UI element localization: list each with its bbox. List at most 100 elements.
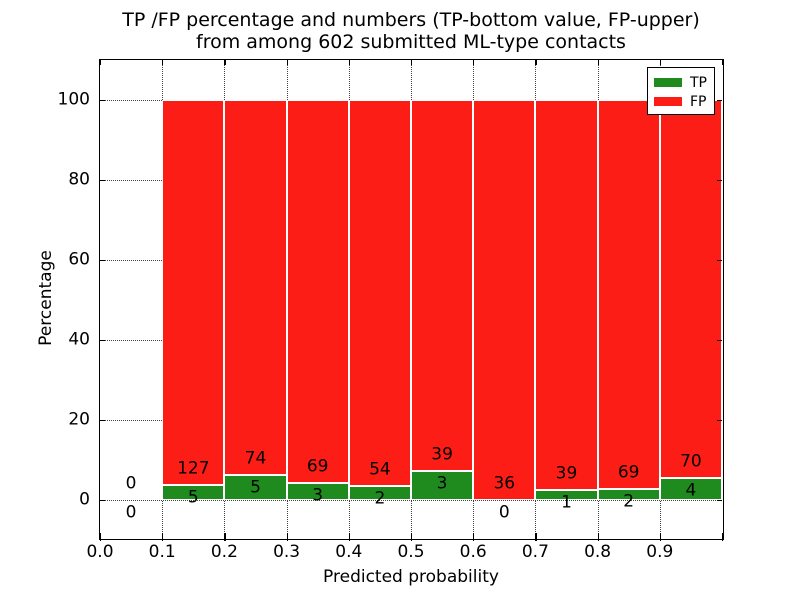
fp-count-label: 69 [306,456,329,477]
y-tick-label: 60 [68,249,90,270]
y-tick-left [100,260,105,262]
fp-bar-segment [411,100,474,472]
legend-label-fp: FP [690,93,707,110]
tp-bar-segment [597,488,660,500]
y-tick-label: 20 [68,409,90,430]
x-tick-bottom [535,533,537,541]
tp-count-label: 0 [498,502,510,523]
y-tick-left [100,180,105,182]
x-tick-bottom [722,533,724,541]
fp-bar-segment [535,100,598,490]
x-tick-bottom [162,533,164,541]
x-tick-bottom [286,533,288,541]
fp-count-label: 39 [555,463,578,484]
tp-count-label: 0 [125,502,137,523]
legend-item-fp: FP [654,92,714,111]
fp-count-label: 39 [431,444,453,465]
tp-bar-segment [348,485,411,500]
tp-count-label: 5 [187,487,199,508]
x-tick-bottom [597,533,599,541]
x-tick-top [411,60,413,65]
legend: TP FP [647,67,715,115]
tp-bar-segment [411,471,474,500]
tp-bar-segment [224,474,287,500]
tp-color-swatch [654,78,682,87]
y-tick-left [100,500,105,502]
y-tick-left [100,420,105,422]
fp-bar-segment [597,100,660,489]
x-tick-top [286,60,288,65]
y-tick-label: 40 [68,329,90,350]
fp-count-label: 127 [177,458,210,479]
fp-bar-segment [348,100,411,486]
tp-count-label: 2 [374,488,386,509]
legend-label-tp: TP [690,74,707,91]
chart-title-line1: TP /FP percentage and numbers (TP-bottom… [122,9,700,31]
legend-item-tp: TP [654,73,714,92]
fp-count-label: 0 [125,473,137,494]
x-tick-bottom [348,533,351,541]
x-tick-label: 0.0 [86,542,114,562]
x-tick-label: 0.7 [521,542,549,562]
y-tick-right [717,340,722,342]
x-tick-label: 0.6 [459,542,487,562]
tp-count-label: 3 [436,473,448,494]
x-tick-top [348,60,351,65]
x-tick-top [722,60,724,65]
fp-bar-segment [659,100,722,479]
tp-count-label: 4 [685,480,697,501]
tp-bar-segment [535,490,598,500]
x-tick-bottom [224,533,226,541]
fp-bar-segment [162,100,225,485]
x-tick-label: 0.2 [210,542,238,562]
x-tick-label: 0.1 [148,542,176,562]
y-tick-right [717,180,722,182]
x-tick-top [224,60,226,65]
x-tick-top [659,60,662,65]
y-tick-left [100,100,105,102]
x-tick-label: 0.9 [646,542,674,562]
tp-bar-segment [162,484,225,500]
fp-count-label: 54 [369,459,391,480]
x-tick-top [162,60,164,65]
fp-bar-segment [473,100,536,500]
x-tick-bottom [411,533,413,541]
y-tick-right [717,100,722,102]
x-tick-top [597,60,599,65]
tp-count-label: 1 [561,492,572,513]
tp-count-label: 2 [623,491,635,512]
fp-count-label: 74 [244,448,267,469]
tp-count-label: 3 [312,485,324,506]
x-tick-bottom [100,533,102,541]
tp-count-label: 5 [250,477,261,498]
x-tick-top [535,60,537,65]
y-axis-label: Percentage [36,250,56,346]
fp-count-label: 36 [493,473,516,494]
y-tick-right [717,500,722,502]
x-tick-label: 0.8 [584,542,612,562]
y-tick-label: 100 [57,89,90,110]
y-tick-left [100,340,105,342]
tp-bar-segment [659,478,722,500]
y-tick-label: 0 [79,489,90,510]
x-tick-bottom [659,533,662,541]
x-tick-label: 0.3 [273,542,301,562]
x-tick-bottom [473,533,475,541]
x-tick-label: 0.4 [335,542,363,562]
chart-title: TP /FP percentage and numbers (TP-bottom… [100,9,722,53]
x-tick-top [100,60,102,65]
x-tick-label: 0.5 [397,542,425,562]
y-tick-label: 80 [68,169,90,190]
x-axis-label: Predicted probability [323,567,499,587]
y-tick-right [717,420,722,422]
fp-bar-segment [224,100,287,475]
fp-bar-segment [286,100,349,484]
tp-bar-segment [286,483,349,500]
x-tick-top [473,60,475,65]
fp-count-label: 70 [680,451,702,472]
chart-title-line2: from among 602 submitted ML-type contact… [196,31,626,53]
fp-count-label: 69 [617,462,640,483]
fp-color-swatch [654,97,682,106]
y-tick-right [717,260,722,262]
